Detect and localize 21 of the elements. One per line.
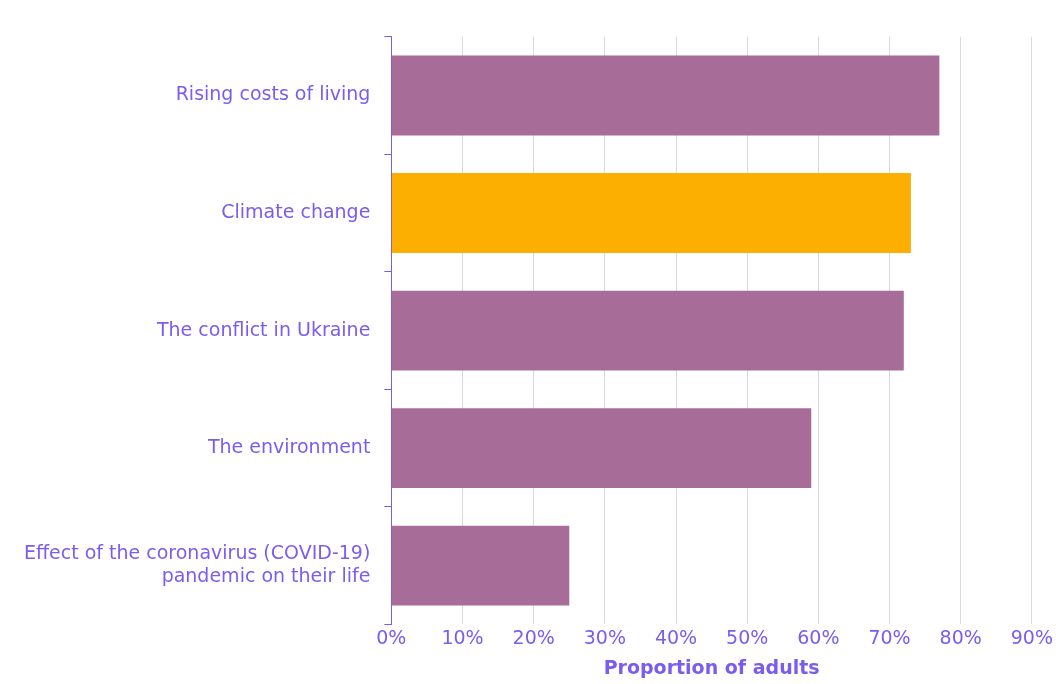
bar	[391, 290, 904, 371]
y-tick-label: The environment	[206, 435, 371, 458]
x-tick-label: 70%	[868, 625, 911, 648]
x-tick-label: 40%	[654, 625, 698, 648]
y-tick-label: Rising costs of living	[175, 82, 371, 105]
x-tick-label: 60%	[797, 625, 840, 648]
bar	[391, 173, 911, 254]
x-tick-label: 30%	[583, 625, 626, 648]
x-tick-label: 10%	[441, 625, 484, 648]
bar	[391, 525, 570, 606]
x-tick-label: 90%	[1010, 625, 1053, 648]
y-tick-label: Effect of the coronavirus (COVID-19) pandemic on their life	[23, 541, 371, 586]
y-tick-label: Climate change	[221, 200, 371, 223]
x-tick-label: 0%	[376, 625, 407, 648]
x-axis-title: Proportion of adults	[603, 655, 820, 678]
x-tick-label: 50%	[726, 625, 769, 648]
y-tick-label: The conflict in Ukraine	[155, 317, 371, 340]
bar	[391, 55, 940, 136]
bar	[391, 408, 812, 489]
x-tick-label: 20%	[512, 625, 555, 648]
x-tick-label: 80%	[939, 625, 982, 648]
